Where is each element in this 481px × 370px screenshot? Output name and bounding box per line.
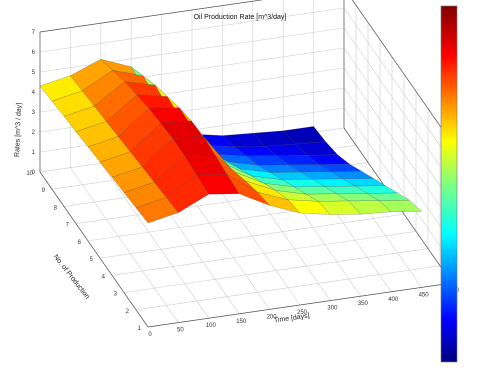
x-tick-label: 200 [267, 314, 278, 320]
x-tick-label: 300 [327, 306, 338, 312]
back-wall-grid-line [39, 7, 345, 53]
y-tick-label: 4 [102, 274, 106, 280]
x-tick-label: 150 [236, 319, 247, 325]
y-tick-label: 10 [26, 171, 33, 177]
side-wall-grid-line [343, 27, 453, 184]
side-wall-grid-line [343, 7, 453, 164]
side-wall-grid-line [343, 87, 453, 244]
z-tick-label: 2 [32, 130, 36, 136]
y-tick-label: 5 [90, 257, 94, 263]
z-tick-label: 6 [32, 50, 36, 56]
axes-edge [39, 0, 264, 33]
floor-grid-line [135, 265, 441, 311]
floor-grid-line [111, 231, 417, 276]
surface-plot [39, 58, 423, 224]
y-tick-label: 2 [126, 309, 130, 315]
side-wall-grid-line [343, 107, 453, 264]
axes-box [39, 0, 453, 328]
floor-grid-line [70, 167, 179, 323]
axes-edge [147, 282, 453, 328]
floor-grid-line [100, 163, 210, 319]
colorbar [440, 5, 458, 363]
x-tick-label: 0 [148, 332, 152, 338]
floor-grid-line [123, 248, 429, 293]
x-axis-label: Time [days] [274, 313, 311, 325]
chart-title: Oil Production Rate [m^3/day] [194, 14, 287, 21]
side-wall-grid-line [343, 67, 453, 224]
x-tick-label: 450 [419, 292, 430, 298]
y-axis-label: No. of Production [52, 254, 91, 301]
z-tick-label: 3 [32, 110, 36, 116]
y-tick-label: 9 [42, 188, 46, 194]
floor-grid-line [99, 213, 405, 259]
z-tick-label: 7 [32, 30, 36, 36]
x-tick-label: 400 [388, 297, 399, 303]
y-tick-label: 1 [138, 326, 142, 332]
y-tick-label: 6 [78, 240, 82, 246]
x-tick-label: 250 [297, 310, 308, 316]
x-tick-label: 100 [206, 323, 217, 329]
y-tick-label: 8 [54, 205, 58, 211]
z-tick-label: 4 [32, 90, 36, 96]
x-tick-label: 350 [358, 301, 369, 307]
axes-edge [39, 171, 149, 328]
axes-edge [351, 0, 453, 144]
z-tick-label: 1 [32, 150, 36, 156]
side-wall-grid-line [343, 47, 453, 204]
z-axis-label: Rates [m^3 / day] [14, 103, 23, 158]
surface-cell [378, 200, 423, 212]
y-tick-label: 3 [114, 292, 118, 298]
z-tick-label: 0 [32, 170, 36, 176]
y-tick-label: 7 [66, 223, 70, 229]
x-tick-label: 50 [177, 328, 184, 334]
z-tick-label: 5 [32, 70, 36, 76]
